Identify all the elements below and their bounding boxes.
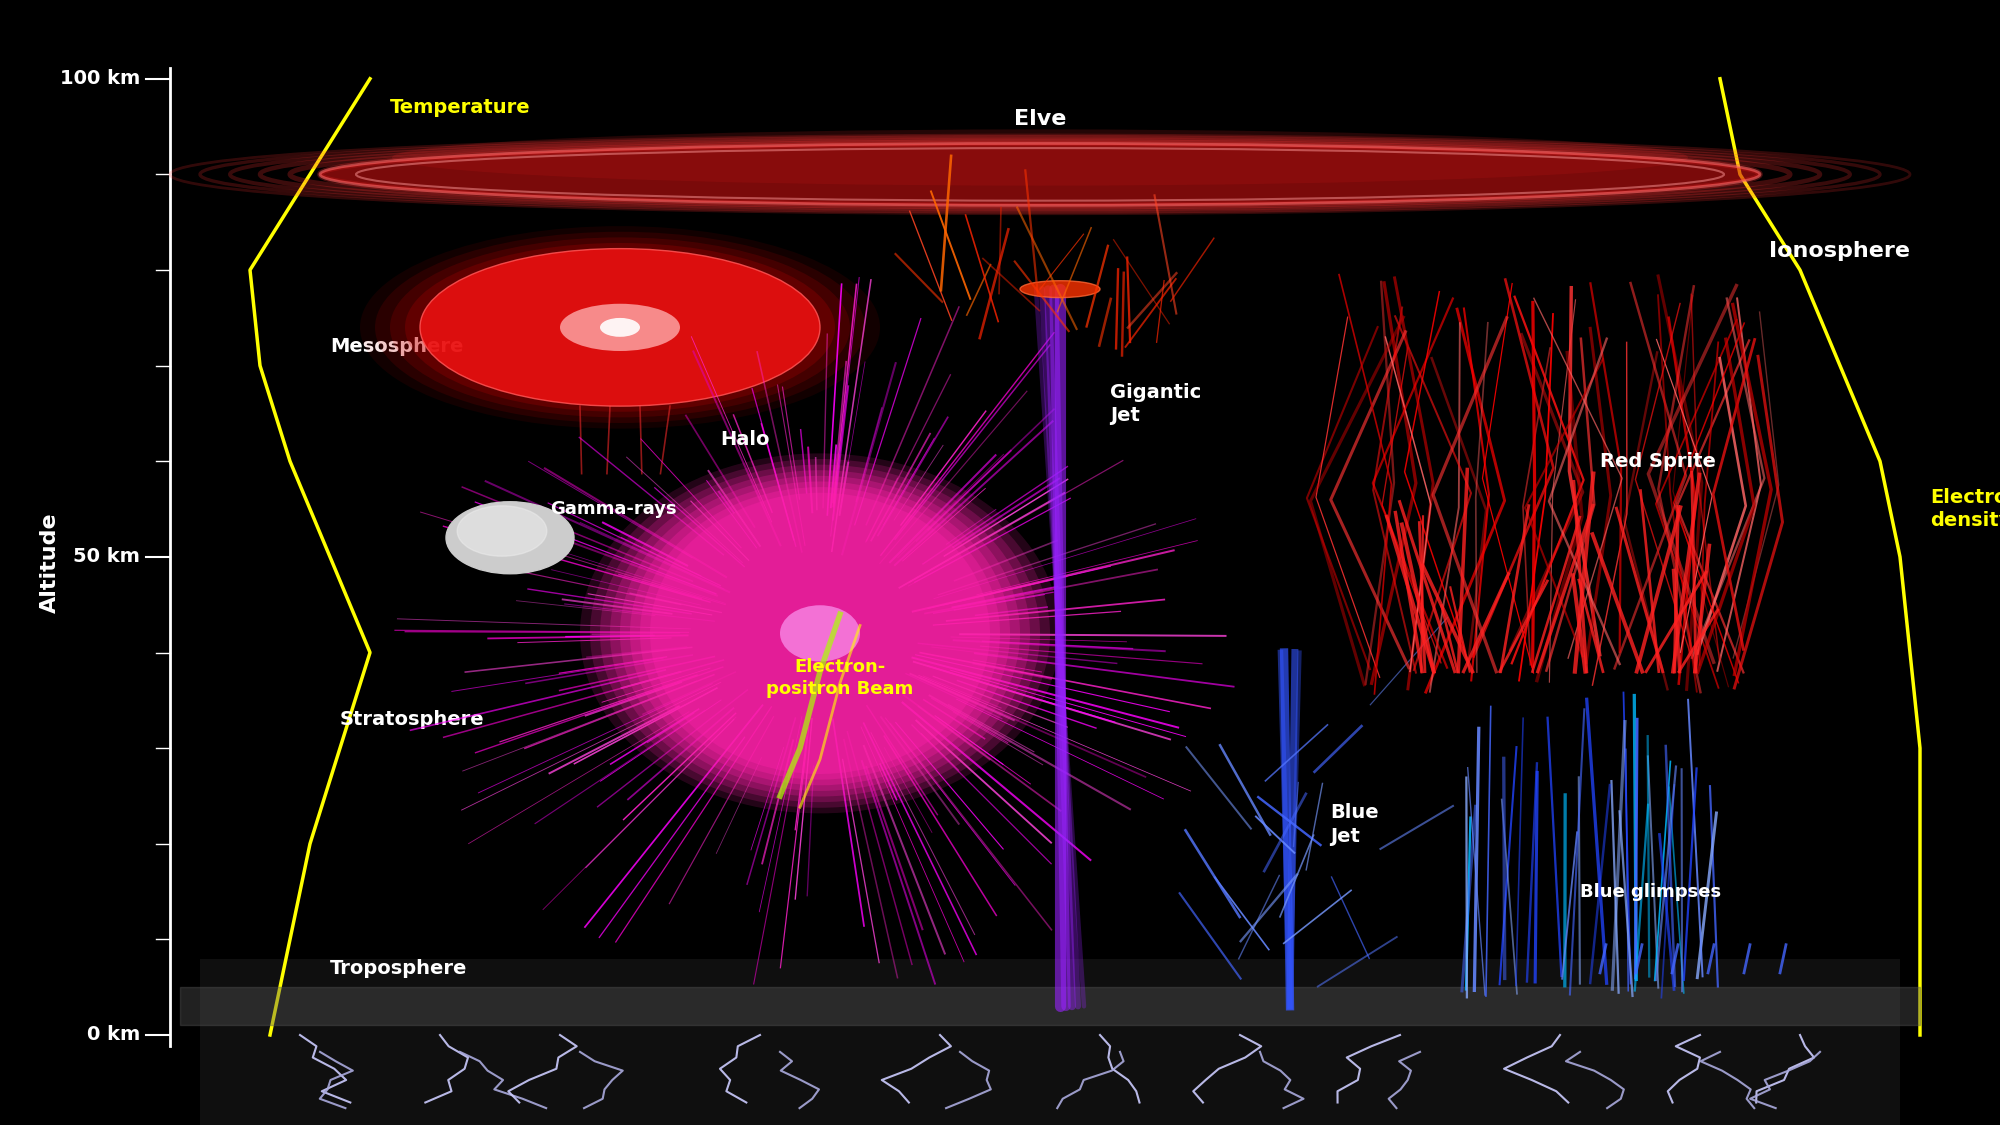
Ellipse shape	[590, 459, 1050, 808]
Text: Electron
density: Electron density	[1930, 488, 2000, 530]
Ellipse shape	[360, 226, 880, 429]
Text: Gigantic
Jet: Gigantic Jet	[1110, 382, 1202, 425]
Text: Elve: Elve	[1014, 109, 1066, 129]
Text: 50 km: 50 km	[74, 548, 140, 566]
Text: Mesosphere: Mesosphere	[330, 338, 464, 356]
Text: Altitude: Altitude	[40, 512, 60, 613]
Text: Gamma-rays: Gamma-rays	[550, 500, 676, 518]
Ellipse shape	[1020, 280, 1100, 297]
Text: 0 km: 0 km	[86, 1026, 140, 1044]
Text: Ionosphere: Ionosphere	[1770, 241, 1910, 261]
Circle shape	[458, 506, 546, 556]
Ellipse shape	[320, 143, 1760, 205]
Ellipse shape	[392, 129, 1688, 186]
Text: Blue glimpses: Blue glimpses	[1580, 882, 1722, 900]
Ellipse shape	[420, 249, 820, 406]
Ellipse shape	[600, 318, 640, 336]
Ellipse shape	[610, 470, 1030, 796]
Text: Temperature: Temperature	[390, 98, 530, 117]
Text: Stratosphere: Stratosphere	[340, 710, 484, 729]
Ellipse shape	[600, 465, 1040, 802]
Ellipse shape	[376, 232, 864, 423]
Ellipse shape	[780, 605, 860, 661]
Text: Troposphere: Troposphere	[330, 958, 468, 978]
Circle shape	[446, 502, 574, 574]
Ellipse shape	[560, 304, 680, 351]
Ellipse shape	[620, 476, 1020, 791]
Ellipse shape	[640, 487, 1000, 780]
Ellipse shape	[390, 237, 850, 417]
Text: 100 km: 100 km	[60, 70, 140, 88]
Text: Blue
Jet: Blue Jet	[1330, 803, 1378, 846]
Text: Halo: Halo	[720, 431, 770, 449]
Text: Electron-
positron Beam: Electron- positron Beam	[766, 658, 914, 699]
Ellipse shape	[650, 493, 990, 774]
Polygon shape	[200, 958, 1900, 1125]
Ellipse shape	[420, 249, 820, 406]
Ellipse shape	[580, 453, 1060, 813]
Ellipse shape	[630, 482, 1010, 785]
Ellipse shape	[404, 243, 836, 412]
Text: Red Sprite: Red Sprite	[1600, 452, 1716, 470]
